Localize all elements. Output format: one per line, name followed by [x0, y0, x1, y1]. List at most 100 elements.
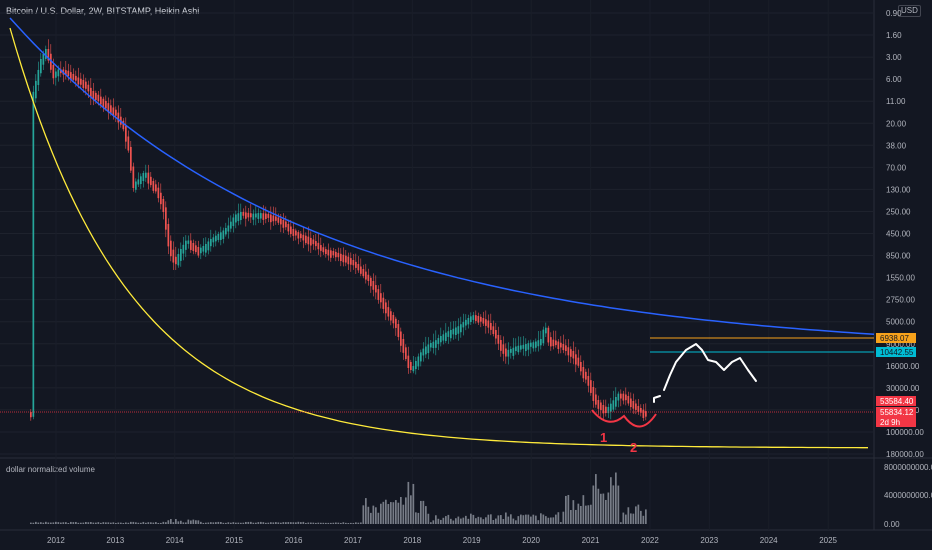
candle [607, 407, 610, 414]
candle [360, 266, 362, 274]
price-tick-label: 6.00 [886, 75, 902, 84]
volume-bar [237, 522, 240, 524]
candle [275, 216, 277, 221]
volume-bar [302, 521, 305, 524]
volume-bar [505, 512, 507, 524]
volume-bar [165, 522, 167, 524]
candle [87, 84, 90, 92]
volume-bar [65, 522, 67, 524]
volume-bar [112, 522, 115, 524]
volume-bar [290, 522, 292, 524]
volume-bar [230, 522, 232, 524]
volume-bar [157, 522, 160, 524]
candle [190, 240, 192, 250]
volume-bar [620, 522, 622, 524]
price-tick-label: 20.00 [886, 119, 907, 128]
candle [177, 254, 180, 266]
volume-bar [87, 522, 90, 524]
volume-bar [445, 516, 447, 524]
candle [522, 344, 525, 349]
volume-bar [110, 522, 112, 524]
volume-bar [560, 522, 562, 524]
price-tag-label: 2d 9h [880, 418, 900, 427]
volume-bar [250, 521, 252, 524]
candle [550, 337, 552, 347]
volume-bar [355, 522, 357, 524]
volume-bar [150, 522, 152, 524]
volume-bar [180, 520, 182, 524]
candle [75, 75, 77, 81]
candle [30, 412, 32, 418]
volume-bar [67, 522, 70, 524]
grid-lines [0, 0, 932, 531]
time-tick-label: 2025 [819, 536, 837, 545]
volume-bar [162, 521, 165, 524]
time-tick-label: 2017 [344, 536, 362, 545]
candle [472, 315, 475, 320]
volume-bar [295, 522, 297, 524]
candle [585, 371, 587, 380]
curves [9, 17, 875, 449]
candle [147, 172, 150, 184]
volume-bar [227, 522, 230, 524]
candle [557, 341, 560, 350]
volume-bar [420, 500, 422, 524]
candle [287, 224, 290, 232]
volume-bar [220, 522, 222, 524]
candle [515, 346, 517, 351]
price-tag [876, 333, 916, 343]
candle [327, 249, 330, 256]
volume-bar [80, 522, 82, 524]
volume-bar [467, 518, 470, 524]
volume-bar [462, 517, 465, 524]
candle [460, 324, 462, 333]
volume-bar [632, 513, 635, 524]
volume-bar [575, 509, 577, 524]
currency-label[interactable]: USD [898, 5, 921, 17]
volume-bar [285, 522, 287, 524]
candle [302, 234, 305, 241]
volume-bar [500, 515, 502, 524]
candle [395, 318, 397, 328]
candle [205, 244, 207, 253]
candle [142, 173, 145, 181]
candle [480, 316, 482, 322]
candle [110, 105, 112, 113]
candle [642, 409, 645, 418]
candle [637, 406, 640, 413]
volume-bar [607, 492, 610, 524]
volume-bar [330, 522, 332, 524]
volume-bar [537, 520, 540, 524]
volume-bar [282, 522, 285, 524]
time-tick-label: 2012 [47, 536, 65, 545]
candle [537, 340, 540, 347]
volume-bar [35, 521, 37, 524]
candle [290, 226, 292, 235]
candle [207, 241, 210, 251]
volume-bar [485, 517, 487, 524]
volume-bar [147, 522, 150, 524]
candle [80, 78, 82, 85]
volume-bar [95, 522, 97, 524]
volume-bar [167, 520, 170, 524]
volume-bar [517, 516, 520, 524]
candle [615, 397, 617, 407]
volume-bar [435, 515, 437, 524]
candle [77, 77, 80, 85]
volume-bar [100, 522, 102, 524]
candle [617, 393, 620, 401]
candle [167, 224, 170, 247]
volume-bar [52, 522, 55, 524]
volume-bar [242, 522, 245, 524]
candle [322, 247, 325, 253]
volume-bar [582, 495, 585, 524]
candle [112, 107, 115, 116]
volume-bar [342, 522, 345, 524]
candle [277, 217, 280, 223]
volume-bar [532, 514, 535, 524]
candle [152, 181, 155, 191]
price-tick-label: 130.00 [886, 185, 911, 194]
candle [370, 277, 372, 287]
volume-bar [555, 514, 557, 524]
